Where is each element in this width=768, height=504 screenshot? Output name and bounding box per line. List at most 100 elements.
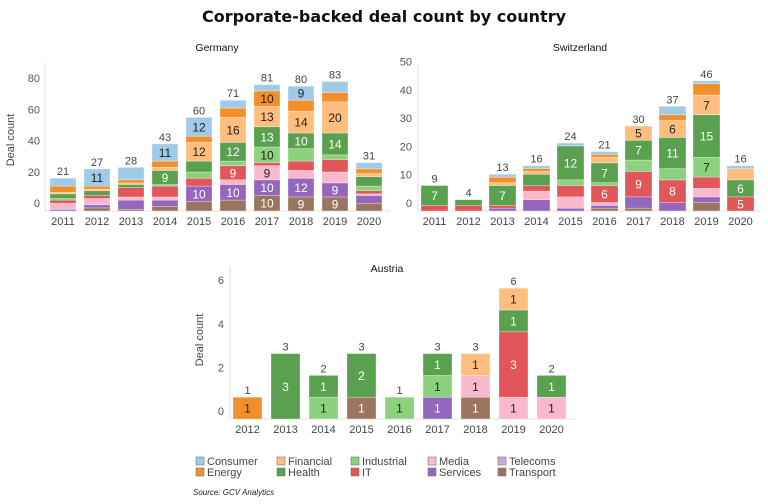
legend-label-consumer: Consumer: [207, 456, 258, 468]
bar-segment-health: [420, 185, 449, 206]
bar-total-label: 30: [632, 114, 644, 126]
bar-segment-media: [83, 198, 111, 206]
bar-segment-energy: [49, 185, 77, 193]
segment-value-label: 1: [434, 402, 441, 416]
bar-segment-industrial: [624, 159, 653, 172]
segment-value-label: 9: [332, 197, 339, 211]
bar-segment-services: [117, 199, 145, 210]
segment-value-label: 9: [635, 178, 642, 192]
bar-total-label: 60: [193, 105, 205, 117]
bar-segment-consumer: [355, 162, 383, 170]
germany-x-tick-label: 2013: [119, 216, 143, 228]
legend-label-it: IT: [362, 467, 372, 479]
bar-total-label: 1: [396, 385, 402, 397]
bar-segment-energy: [219, 107, 247, 118]
bar-segment-industrial: [384, 396, 415, 420]
bar-segment-it: [185, 177, 213, 187]
segment-value-label: 9: [298, 197, 305, 211]
legend-label-industrial: Industrial: [362, 456, 407, 468]
bar-segment-industrial: [219, 160, 247, 167]
segment-value-label: 1: [320, 402, 327, 416]
bar-segment-financial: [726, 168, 755, 181]
bar-segment-financial: [590, 156, 619, 164]
bar-segment-services: [590, 205, 619, 209]
bar-segment-it: [151, 185, 179, 198]
bar-segment-it: [83, 195, 111, 199]
bar-segment-transport: [151, 206, 179, 212]
bar-total-label: 27: [91, 157, 103, 169]
segment-value-label: 11: [91, 171, 104, 185]
bar-segment-transport: [219, 199, 247, 212]
bar-segment-it: [117, 187, 145, 198]
bar-segment-it: [355, 190, 383, 195]
bar-segment-services: [624, 196, 653, 209]
segment-value-label: 5: [635, 127, 642, 141]
switzerland-x-tick-label: 2014: [524, 216, 548, 228]
segment-value-label: 1: [548, 380, 555, 394]
bar-segment-it: [321, 159, 349, 173]
segment-value-label: 3: [510, 358, 517, 372]
germany-y-tick-label: 0: [34, 198, 40, 210]
segment-value-label: 7: [431, 189, 438, 203]
germany-x-tick-label: 2014: [153, 216, 177, 228]
bar-segment-health: [422, 353, 453, 376]
bar-segment-consumer: [590, 151, 619, 155]
legend-label-telecoms: Telecoms: [509, 456, 556, 468]
legend-label-energy: Energy: [207, 467, 242, 479]
bar-segment-consumer: [83, 168, 111, 187]
bar-segment-health: [522, 173, 551, 186]
germany-x-tick-label: 2017: [255, 216, 279, 228]
bar-segment-media: [590, 202, 619, 206]
bar-segment-energy: [117, 179, 145, 184]
segment-value-label: 1: [434, 358, 441, 372]
austria-x-tick-label: 2012: [235, 424, 259, 436]
segment-value-label: 9: [230, 166, 237, 180]
germany-y-tick-label: 80: [28, 73, 40, 85]
bar-segment-health: [308, 375, 339, 398]
segment-value-label: 6: [669, 122, 676, 136]
austria-x-tick-label: 2018: [463, 424, 487, 436]
bar-segment-consumer: [488, 173, 517, 178]
austria-y-tick-label: 6: [218, 275, 224, 287]
bar-total-label: 16: [734, 154, 746, 166]
segment-value-label: 5: [737, 197, 744, 211]
bar-segment-transport: [185, 201, 213, 212]
bar-segment-financial: [460, 353, 491, 376]
segment-value-label: 9: [162, 171, 169, 185]
bar-segment-industrial: [556, 179, 585, 186]
bar-segment-industrial: [355, 185, 383, 192]
bar-total-label: 4: [465, 188, 471, 200]
bar-segment-energy: [488, 176, 517, 183]
germany-x-tick-label: 2015: [187, 216, 211, 228]
germany-y-axis-label: Deal count: [5, 114, 17, 167]
bar-segment-energy: [522, 168, 551, 172]
segment-value-label: 13: [260, 130, 274, 144]
bar-total-label: 71: [227, 88, 239, 100]
bar-segment-services: [151, 199, 179, 207]
bar-segment-financial: [151, 167, 179, 171]
legend-swatch-financial: [276, 456, 286, 466]
bar-segment-it: [287, 160, 315, 171]
switzerland-x-tick-label: 2020: [728, 216, 752, 228]
bar-total-label: 21: [57, 166, 69, 178]
bar-segment-media: [556, 196, 585, 209]
segment-value-label: 12: [192, 120, 206, 134]
bar-segment-financial: [355, 173, 383, 177]
segment-value-label: 13: [260, 110, 274, 124]
bar-segment-media: [117, 196, 145, 201]
segment-value-label: 11: [666, 146, 679, 160]
bar-segment-energy: [83, 185, 111, 190]
austria-x-tick-label: 2016: [387, 424, 411, 436]
bar-segment-services: [488, 207, 517, 212]
bar-total-label: 28: [125, 155, 137, 167]
segment-value-label: 9: [298, 87, 305, 101]
bar-segment-media: [321, 171, 349, 184]
switzerland-y-tick-label: 40: [400, 85, 412, 97]
bar-segment-consumer: [692, 80, 721, 84]
segment-value-label: 8: [669, 185, 676, 199]
bar-segment-energy: [590, 154, 619, 158]
bar-segment-consumer: [49, 177, 77, 187]
bar-segment-transport: [590, 207, 619, 212]
segment-value-label: 1: [358, 402, 365, 416]
bar-segment-it: [253, 162, 281, 167]
